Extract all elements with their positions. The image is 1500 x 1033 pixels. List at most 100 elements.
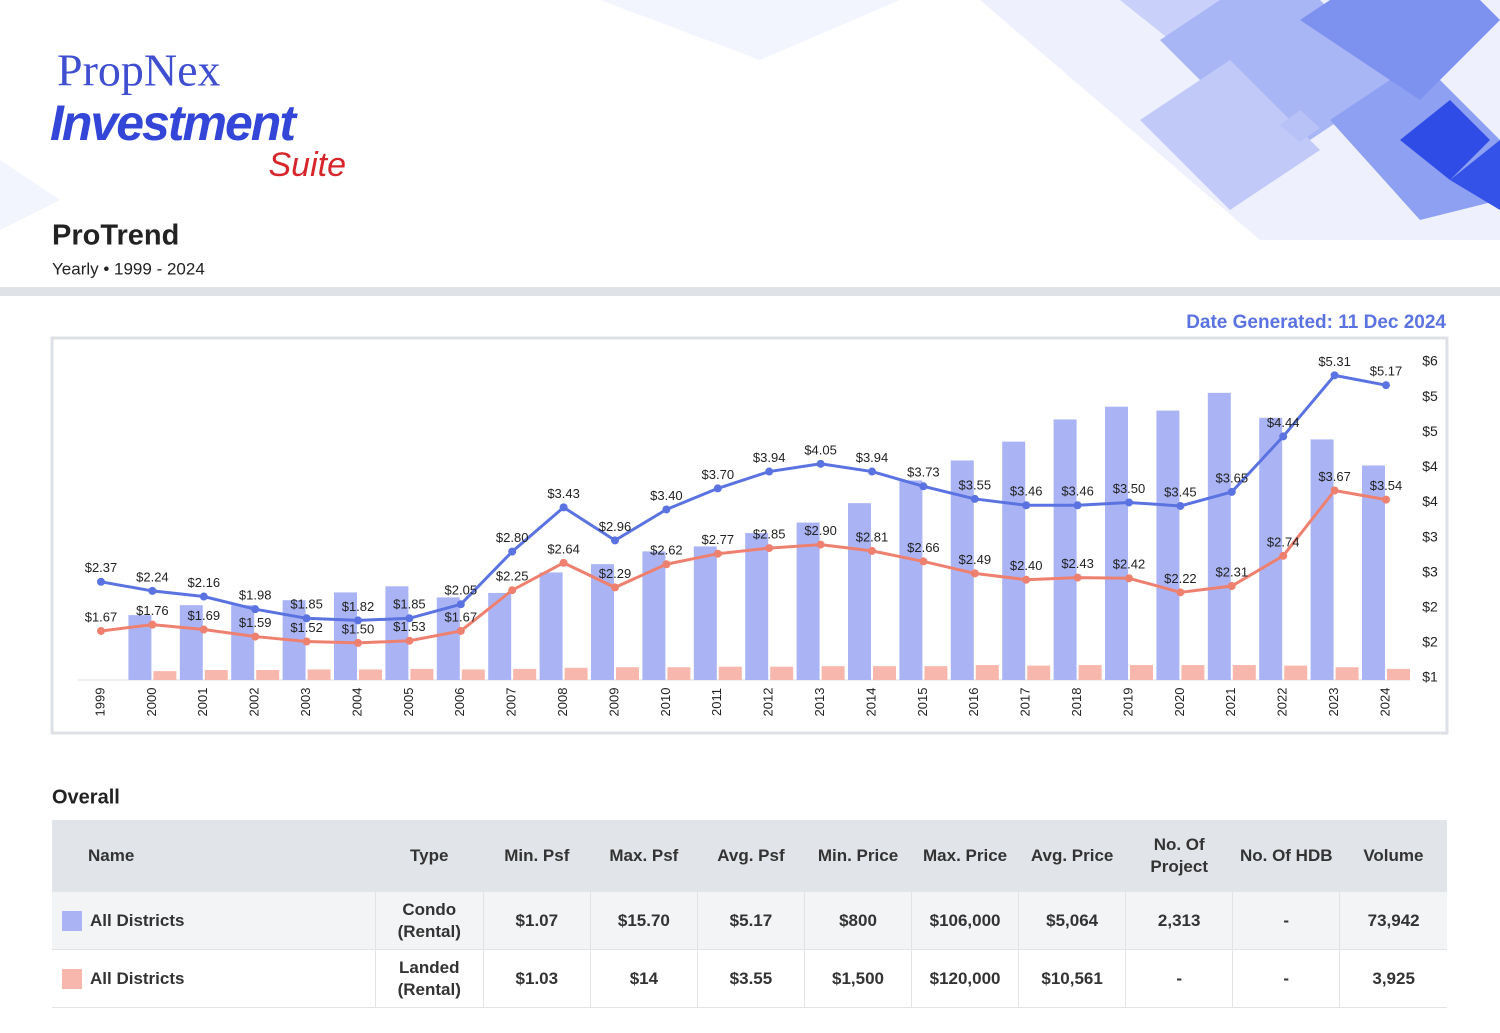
data-label: $3.94 bbox=[753, 450, 786, 465]
point bbox=[919, 557, 928, 566]
x-tick-label: 2009 bbox=[606, 688, 621, 717]
data-label: $2.62 bbox=[650, 543, 683, 558]
data-label: $3.43 bbox=[547, 486, 580, 501]
data-label: $2.49 bbox=[959, 552, 992, 567]
y-tick-label: $4 bbox=[1422, 493, 1438, 509]
data-label: $3.67 bbox=[1318, 469, 1351, 484]
x-tick-label: 2008 bbox=[555, 688, 570, 717]
y-tick-label: $2 bbox=[1422, 598, 1438, 614]
point bbox=[148, 620, 157, 629]
point bbox=[1176, 588, 1185, 597]
table-cell: $3.55 bbox=[696, 949, 805, 1008]
point bbox=[970, 494, 979, 503]
data-label: $2.77 bbox=[702, 532, 735, 547]
y-tick-label: $5 bbox=[1422, 423, 1438, 439]
data-label: $3.46 bbox=[1010, 484, 1043, 499]
bar bbox=[564, 667, 588, 680]
point bbox=[1227, 487, 1236, 496]
x-tick-label: 2010 bbox=[658, 688, 673, 717]
x-tick-label: 2023 bbox=[1326, 688, 1341, 717]
data-label: $2.64 bbox=[547, 541, 580, 556]
data-label: $1.82 bbox=[342, 599, 375, 614]
legend-swatch bbox=[62, 969, 82, 990]
summary-table: Name Type Min. Psf Max. Psf Avg. Psf Min. Pri… bbox=[52, 820, 1447, 1008]
point bbox=[662, 560, 671, 569]
table-cell: $1.03 bbox=[482, 949, 591, 1008]
line bbox=[100, 488, 1387, 645]
point bbox=[148, 586, 157, 595]
table-cell: $120,000 bbox=[911, 949, 1019, 1008]
point bbox=[559, 503, 568, 512]
x-tick-label: 2019 bbox=[1120, 688, 1135, 717]
data-label: $2.25 bbox=[496, 569, 529, 584]
x-tick-label: 2004 bbox=[349, 688, 364, 717]
legend-swatch bbox=[62, 911, 82, 932]
y-tick-label: $4 bbox=[1422, 458, 1438, 474]
bar bbox=[256, 670, 280, 680]
point bbox=[1125, 498, 1133, 507]
table-cell: $1.07 bbox=[482, 892, 591, 950]
bar bbox=[667, 667, 691, 680]
bar bbox=[873, 666, 896, 680]
point bbox=[868, 546, 876, 555]
data-label: $5.31 bbox=[1318, 354, 1351, 369]
x-tick-label: 2000 bbox=[144, 688, 159, 717]
column-header: No. Of Project bbox=[1125, 820, 1233, 892]
data-label: $2.22 bbox=[1164, 571, 1197, 586]
table-cell: $15.70 bbox=[589, 892, 698, 950]
bar bbox=[307, 669, 331, 680]
bar bbox=[1053, 419, 1077, 680]
x-tick-label: 2005 bbox=[401, 688, 416, 717]
data-label: $2.85 bbox=[753, 527, 786, 542]
point bbox=[508, 547, 517, 556]
bar bbox=[1181, 665, 1205, 680]
table-cell: $10,561 bbox=[1018, 949, 1126, 1008]
point bbox=[354, 638, 362, 647]
bar bbox=[334, 592, 357, 680]
data-label: $3.54 bbox=[1370, 478, 1403, 493]
point bbox=[199, 625, 208, 634]
column-header: Max. Psf bbox=[590, 820, 698, 892]
point bbox=[868, 467, 876, 476]
data-label: $4.44 bbox=[1267, 415, 1300, 430]
point bbox=[1176, 501, 1185, 510]
data-label: $2.40 bbox=[1010, 558, 1043, 573]
data-label: $2.74 bbox=[1267, 534, 1300, 549]
bar bbox=[231, 605, 255, 680]
bar bbox=[1232, 665, 1256, 680]
table-cell: 2,313 bbox=[1125, 892, 1233, 950]
bar bbox=[693, 546, 717, 680]
data-label: $3.65 bbox=[1216, 470, 1249, 485]
point bbox=[1382, 381, 1390, 390]
data-label: $3.55 bbox=[959, 477, 992, 492]
bar bbox=[899, 480, 923, 680]
date-generated: Date Generated: 11 Dec 2024 bbox=[1186, 312, 1446, 333]
point bbox=[611, 536, 619, 545]
point bbox=[456, 626, 465, 635]
column-header: Min. Price bbox=[804, 820, 912, 892]
product: Investment bbox=[50, 95, 298, 151]
bar bbox=[642, 551, 666, 680]
cell-text: All Districts bbox=[90, 968, 185, 988]
x-tick-label: 2011 bbox=[709, 688, 724, 716]
table-cell: $800 bbox=[803, 892, 912, 950]
point bbox=[1022, 501, 1031, 510]
bar bbox=[975, 665, 999, 680]
data-label: $3.46 bbox=[1061, 484, 1094, 499]
data-label: $2.80 bbox=[496, 530, 529, 545]
bar bbox=[153, 671, 177, 680]
data-label: $3.50 bbox=[1113, 481, 1146, 496]
point bbox=[970, 569, 979, 578]
bar bbox=[796, 522, 820, 680]
x-tick-label: 2014 bbox=[863, 688, 878, 717]
table-cell: $5.17 bbox=[696, 892, 805, 950]
bar bbox=[539, 572, 563, 680]
x-tick-label: 2002 bbox=[247, 688, 262, 717]
point bbox=[816, 459, 825, 468]
data-label: $2.43 bbox=[1061, 556, 1094, 571]
x-tick-label: 2020 bbox=[1172, 688, 1187, 717]
point bbox=[302, 637, 311, 646]
point bbox=[354, 616, 362, 625]
x-tick-label: 2001 bbox=[195, 688, 210, 717]
point bbox=[713, 484, 722, 493]
